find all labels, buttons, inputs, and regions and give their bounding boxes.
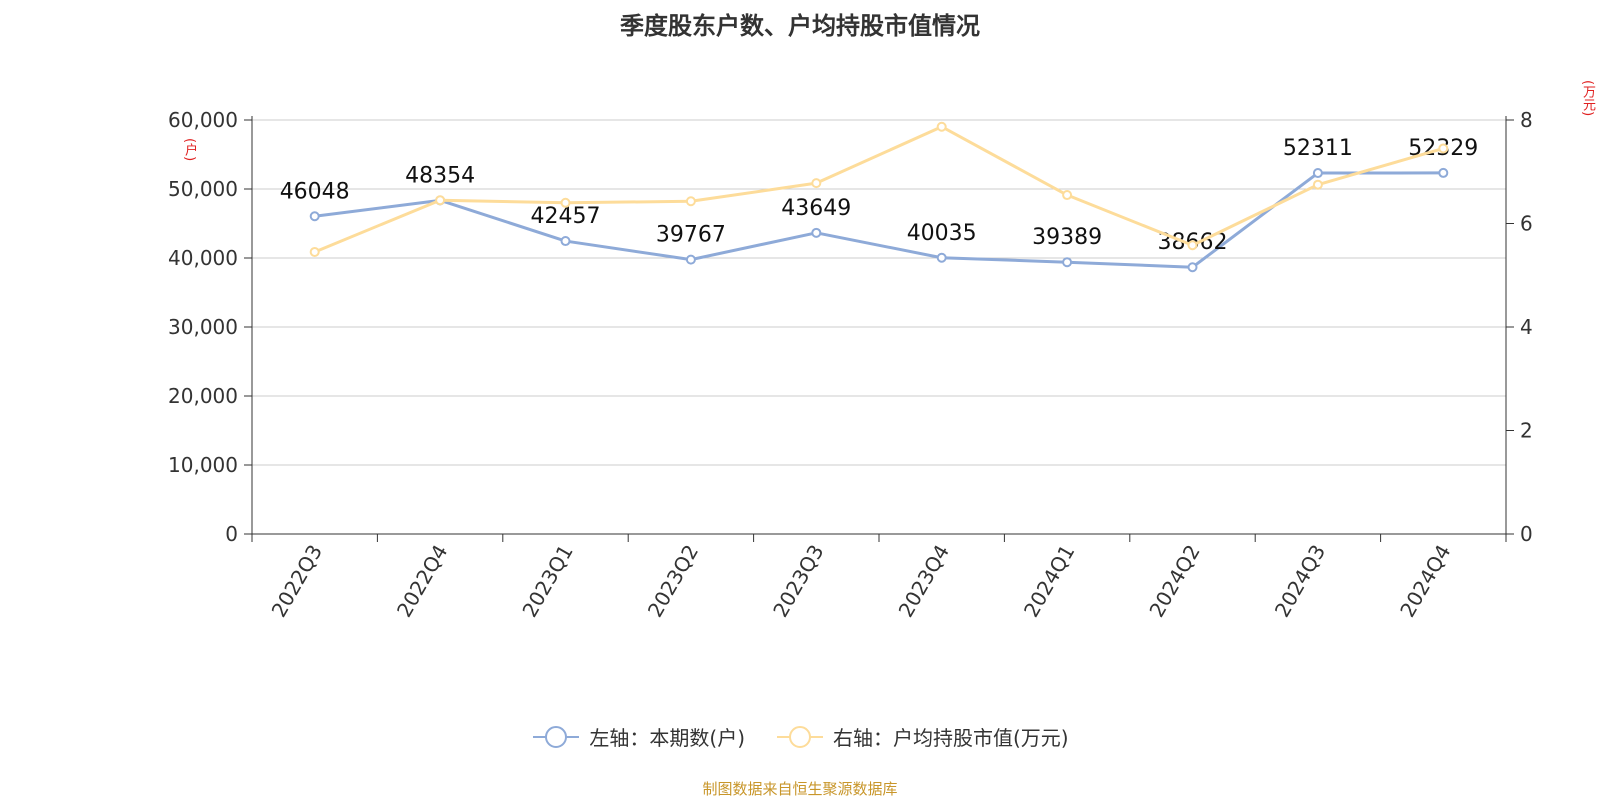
source-note: 制图数据来自恒生聚源数据库: [702, 780, 898, 798]
x-axis-tick-label: 2024Q2: [1144, 541, 1204, 622]
chart-title: 季度股东户数、户均持股市值情况: [620, 12, 980, 40]
data-label: 52311: [1283, 136, 1353, 161]
data-point-2: [936, 121, 947, 132]
x-axis-tick-label: 2024Q4: [1395, 541, 1455, 622]
left-axis-tick-label: 0: [225, 522, 238, 546]
left-axis-tick-label: 50,000: [168, 177, 238, 201]
legend-item-left-series[interactable]: 左轴：本期数(户): [531, 722, 745, 751]
left-axis-unit: (户): [182, 138, 197, 162]
legend-item-right-series[interactable]: 右轴：户均持股市值(万元): [775, 722, 1069, 751]
data-label: 43649: [781, 196, 851, 221]
left-axis-tick-label: 60,000: [168, 108, 238, 132]
left-axis-tick-label: 10,000: [168, 453, 238, 477]
line-chart: 0 10,000 20,000 30,000 40,000 50,000 60,000 0 2 4…: [168, 108, 1533, 622]
data-point-1: [936, 252, 947, 263]
data-label: 46048: [280, 179, 350, 204]
data-point-1: [309, 211, 320, 222]
data-label: 39389: [1032, 225, 1102, 250]
data-point-1: [1312, 168, 1323, 179]
series-line-1: [314, 171, 1444, 269]
left-axis-tick-label: 30,000: [168, 315, 238, 339]
data-point-2: [685, 196, 696, 207]
x-axis-tick-label: 2023Q3: [768, 541, 828, 622]
data-point-2: [560, 197, 571, 208]
legend: 左轴：本期数(户) 右轴：户均持股市值(万元): [0, 722, 1600, 751]
data-label: 42457: [531, 204, 601, 229]
data-point-2: [435, 195, 446, 206]
series-line-2: [314, 125, 1444, 254]
x-axis-tick-label: 2024Q3: [1270, 541, 1330, 622]
data-label: 48354: [405, 163, 475, 188]
right-axis-tick-label: 6: [1520, 212, 1533, 236]
legend-marker-left-icon: [533, 725, 580, 748]
x-axis-tick-label: 2022Q4: [392, 541, 452, 622]
left-axis-tick-label: 40,000: [168, 246, 238, 270]
data-point-1: [811, 227, 822, 238]
data-point-2: [1062, 190, 1073, 201]
data-point-1: [1438, 167, 1449, 178]
right-axis-tick-label: 4: [1520, 315, 1533, 339]
legend-marker-right-icon: [777, 725, 823, 748]
data-point-1: [1187, 262, 1198, 273]
data-label: 40035: [907, 221, 977, 246]
data-point-2: [1312, 179, 1323, 190]
data-label: 39767: [656, 223, 726, 248]
x-axis-tick-label: 2022Q3: [267, 541, 327, 622]
data-point-2: [309, 246, 320, 257]
data-point-1: [685, 254, 696, 265]
x-axis-tick-label: 2023Q4: [894, 540, 954, 621]
legend-label-left-series: 左轴：本期数(户): [589, 726, 745, 750]
left-axis-tick-label: 20,000: [168, 384, 238, 408]
data-point-1: [1062, 257, 1073, 268]
data-point-2: [811, 178, 822, 189]
data-point-2: [1187, 240, 1198, 251]
legend-label-right-series: 右轴：户均持股市值(万元): [833, 726, 1069, 750]
data-point-2: [1438, 143, 1449, 154]
x-axis-tick-label: 2023Q2: [643, 541, 703, 622]
right-axis-unit: (万元): [1580, 80, 1595, 117]
x-axis-tick-label: 2023Q1: [517, 541, 577, 622]
x-axis-tick-label: 2024Q1: [1019, 541, 1079, 622]
data-point-1: [560, 236, 571, 247]
right-axis-tick-label: 8: [1520, 108, 1533, 132]
right-axis-tick-label: 0: [1520, 522, 1533, 546]
right-axis-tick-label: 2: [1520, 419, 1533, 443]
